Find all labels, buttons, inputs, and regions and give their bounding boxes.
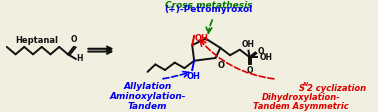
Text: Dihydroxylation-: Dihydroxylation- [262,93,340,102]
Text: Tandem Asymmetric: Tandem Asymmetric [253,102,349,111]
Text: OH: OH [195,34,209,43]
Text: S: S [299,84,305,93]
Text: (+)-Petromyroxol: (+)-Petromyroxol [164,4,253,14]
Text: O: O [257,47,264,56]
Text: O: O [217,61,225,70]
Text: Allylation: Allylation [124,82,172,91]
Text: N: N [303,82,308,87]
Text: H: H [77,54,83,63]
Text: 2 cyclization: 2 cyclization [307,84,366,93]
Text: O: O [247,66,254,75]
Text: OH: OH [186,72,200,81]
Text: OH: OH [242,40,255,49]
Text: Cross metathesis: Cross metathesis [165,1,253,10]
Text: O: O [71,35,77,44]
Text: Tandem: Tandem [128,102,167,111]
Text: OH: OH [259,53,272,62]
Text: Aminoxylation-: Aminoxylation- [109,92,186,101]
Text: Heptanal: Heptanal [15,36,58,45]
